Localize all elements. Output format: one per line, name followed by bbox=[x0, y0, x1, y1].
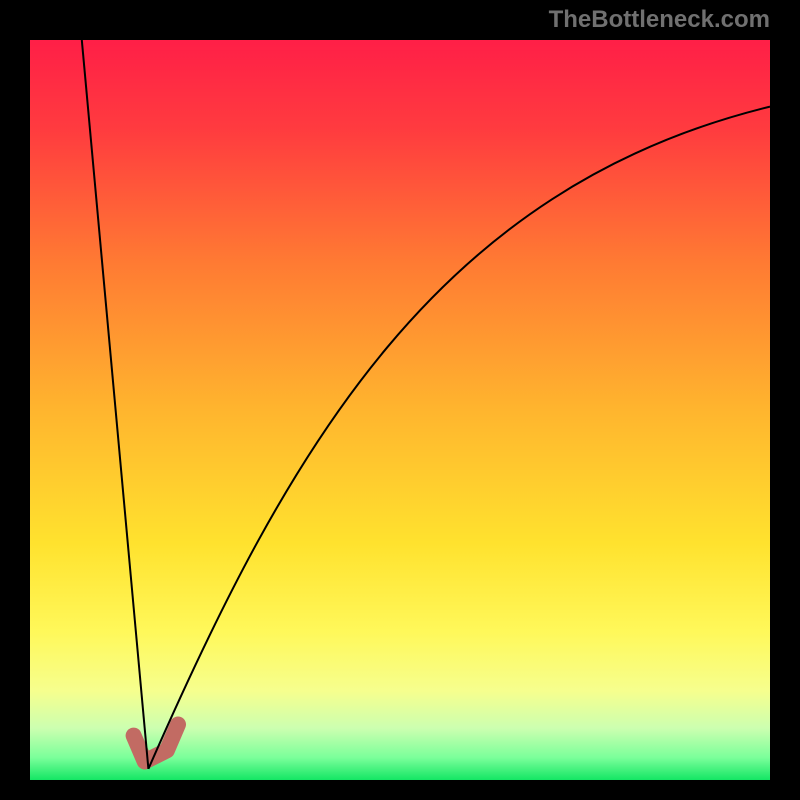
plot-area bbox=[30, 40, 770, 780]
vee-left-branch bbox=[82, 40, 149, 769]
watermark-text: TheBottleneck.com bbox=[549, 6, 770, 34]
curve-layer bbox=[30, 40, 770, 780]
nub-marker bbox=[134, 725, 178, 762]
chart-container: TheBottleneck.com bbox=[0, 0, 800, 800]
vee-right-branch bbox=[148, 107, 770, 769]
